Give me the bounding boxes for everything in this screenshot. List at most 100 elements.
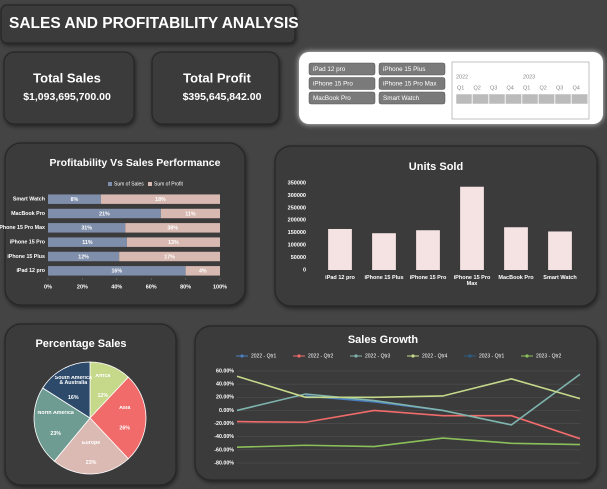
data-label: 31%: [81, 226, 92, 232]
y-tick-label: 300000: [288, 193, 306, 199]
data-label: 16%: [111, 269, 122, 275]
legend-label: 2022 - Qtr4: [422, 353, 448, 359]
slicer-label[interactable]: MacBook Pro: [313, 95, 351, 102]
timeline-period[interactable]: [571, 93, 588, 105]
timeline-quarter: Q1: [457, 85, 464, 91]
kpi-value: $395,645,842.00: [183, 91, 262, 103]
timeline-period[interactable]: [472, 93, 489, 105]
timeline-year: 2023: [523, 74, 535, 80]
y-tick-label: -20.00%: [214, 421, 234, 427]
y-tick-label: 0.00%: [219, 408, 234, 414]
slicer-label[interactable]: Smart Watch: [383, 95, 420, 102]
slice-label: 23%: [86, 460, 97, 466]
slice-label: 26%: [119, 425, 130, 431]
bar: [416, 230, 440, 270]
y-tick-label: iPhone 15 Pro Max: [0, 225, 45, 231]
bar-segment: [126, 237, 220, 247]
slice-name: Africa: [95, 373, 111, 379]
y-tick-label: iPad 12 pro: [16, 268, 45, 274]
y-tick-label: -60.00%: [214, 447, 234, 453]
y-tick-label: 150000: [288, 230, 306, 236]
slice-name-box: North America: [37, 411, 74, 417]
x-tick-label-box: iPhone 15 Pro Max: [453, 275, 491, 288]
chart-title: Sales Growth: [348, 334, 419, 346]
y-tick-label: 200000: [288, 218, 306, 224]
timeline-period[interactable]: [488, 93, 506, 105]
timeline-period[interactable]: [554, 93, 572, 105]
y-tick-label: 350000: [288, 180, 306, 186]
slicer-button[interactable]: [308, 77, 376, 90]
slicer-label[interactable]: iPhone 15 Pro Max: [383, 81, 437, 88]
kpi-card: [3, 51, 135, 125]
y-tick-label: Smart Watch: [13, 197, 45, 203]
slicer-label[interactable]: iPhone 15 Pro: [313, 81, 353, 88]
pie-slice: [53, 417, 129, 475]
slice-label: 16%: [68, 395, 79, 401]
slicer-button[interactable]: [378, 77, 446, 90]
data-label: 21%: [99, 211, 110, 217]
data-label: 11%: [185, 211, 196, 217]
timeline-period[interactable]: [538, 93, 555, 105]
slicer-label[interactable]: iPhone 15 Plus: [383, 66, 425, 73]
bar-segment: [48, 223, 126, 233]
pie-slice: [33, 387, 91, 462]
data-label: 8%: [71, 197, 79, 203]
bar: [372, 233, 396, 270]
slicer-button[interactable]: [308, 91, 376, 105]
slicer-label[interactable]: iPad 12 pro: [313, 66, 346, 73]
kpi-card: [151, 51, 280, 125]
timeline-quarter: Q1: [523, 85, 530, 91]
timeline-period[interactable]: [455, 93, 473, 105]
x-tick-label: 80%: [180, 284, 191, 290]
x-tick-label: iPhone 15 Pro Max: [453, 275, 491, 288]
bar-segment: [119, 251, 220, 262]
bar-segment: [48, 251, 120, 262]
legend-marker: [411, 354, 415, 358]
kpi-label: Total Profit: [183, 70, 251, 85]
bar-segment: [48, 266, 186, 276]
timeline-period[interactable]: [521, 93, 539, 105]
slicer-button[interactable]: [308, 62, 376, 76]
x-tick-label-box: iPhone 15 Pro: [410, 275, 447, 281]
x-tick-label-box: iPhone 15 Plus: [364, 275, 403, 281]
slice-name-box: Europe: [82, 441, 100, 446]
y-tick-label: 20.00%: [216, 395, 234, 401]
legend-label: Sum of Sales: [114, 181, 144, 187]
legend-label: 2023 - Qtr2: [536, 353, 562, 359]
timeline-quarter: Q3: [490, 85, 497, 91]
slicer-button[interactable]: [378, 62, 446, 76]
y-tick-label: 60.00%: [216, 368, 234, 374]
y-tick-label: -80.00%: [214, 460, 234, 466]
slice-name: South America & Australia: [54, 375, 92, 387]
data-label: 17%: [164, 254, 175, 260]
bar-segment: [48, 237, 127, 247]
x-tick-label-box: MacBook Pro: [498, 275, 533, 281]
bar: [548, 231, 572, 270]
x-tick-label: Smart Watch: [543, 275, 577, 281]
x-tick-label-box: Smart Watch: [543, 275, 577, 281]
y-tick-label: 100000: [288, 243, 306, 249]
legend-label: 2022 - Qtr1: [251, 353, 277, 359]
bar-segment: [185, 266, 220, 276]
y-tick-label: iPhone 15 Pro: [10, 240, 46, 246]
slice-name-box: South America & Australia: [54, 375, 92, 387]
series-line: [236, 373, 581, 426]
slice-label: 12%: [97, 393, 108, 399]
timeline-year: 2022: [456, 74, 468, 80]
timeline-period[interactable]: [505, 93, 522, 105]
data-label: 11%: [82, 240, 93, 246]
y-tick-label: 40.00%: [216, 382, 234, 388]
timeline-quarter: Q2: [540, 85, 547, 91]
x-tick-label: 100%: [213, 284, 227, 290]
x-tick-label: 20%: [77, 284, 88, 290]
series-line: [236, 409, 581, 440]
legend-swatch: [108, 182, 112, 186]
chart-title: Profitability Vs Sales Performance: [50, 157, 221, 169]
slicer-button[interactable]: [378, 91, 446, 105]
y-tick-label: 250000: [288, 205, 306, 211]
page-title: SALES AND PROFITABILITY ANALYSIS: [9, 15, 299, 32]
slice-name: North America: [37, 411, 74, 417]
slice-name-box: Africa: [95, 373, 111, 379]
data-label: 18%: [155, 197, 166, 203]
bar-segment: [48, 208, 161, 219]
